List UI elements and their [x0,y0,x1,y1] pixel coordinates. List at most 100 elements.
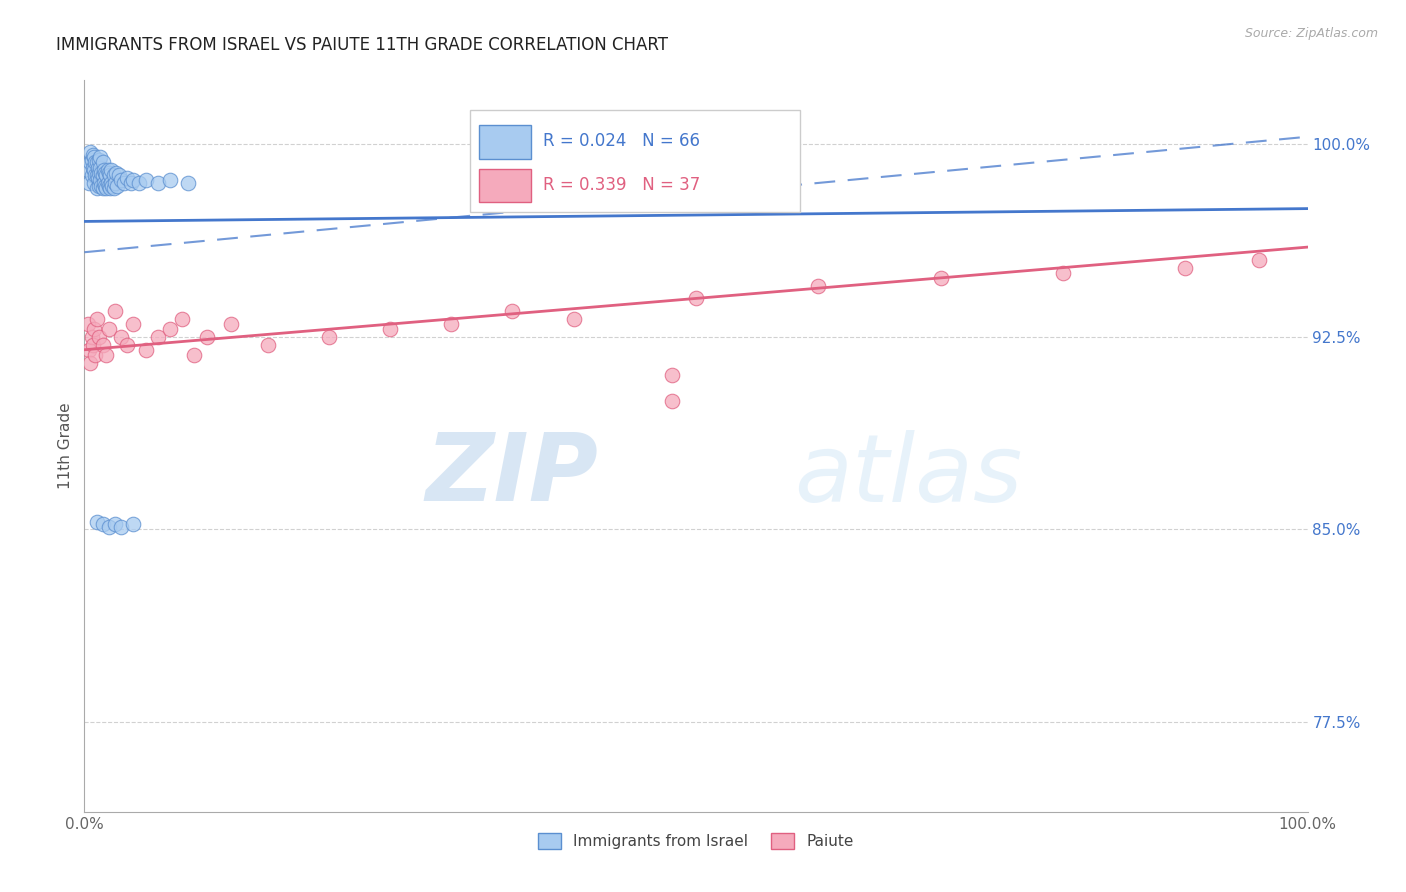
Point [104,176,127,190]
Point [97,178,120,193]
Point [105,166,128,180]
Point [128,176,150,190]
Point [112,176,135,190]
Point [86,168,108,182]
Point [91,181,114,195]
Point [135,343,157,357]
Point [159,322,181,336]
Point [110,173,132,187]
Point [80,168,103,182]
Point [318,330,340,344]
Point [183,348,205,362]
Point [115,170,138,185]
Point [89,161,111,175]
Point [79,355,101,369]
Point [79,145,101,160]
Point [929,271,952,285]
Point [685,292,707,306]
Point [122,517,145,532]
Point [77,343,100,357]
Text: R = 0.024   N = 66: R = 0.024 N = 66 [543,132,700,150]
Point [83,322,105,336]
Point [98,181,121,195]
Point [96,348,118,362]
Point [562,312,585,326]
Point [96,168,118,182]
Point [87,178,110,193]
Point [135,173,157,187]
Point [146,330,169,344]
Point [97,322,120,336]
Point [661,368,683,383]
Point [104,304,127,318]
Point [440,317,463,331]
Point [1052,266,1074,280]
Point [90,178,112,193]
Point [103,181,125,195]
Point [103,168,125,182]
Point [105,178,128,193]
Point [86,515,108,529]
Point [89,150,111,164]
FancyBboxPatch shape [479,169,531,202]
Text: IMMIGRANTS FROM ISRAEL VS PAIUTE 11TH GRADE CORRELATION CHART: IMMIGRANTS FROM ISRAEL VS PAIUTE 11TH GR… [56,36,668,54]
Text: ZIP: ZIP [425,429,598,521]
Point [89,173,111,187]
Point [98,168,121,182]
Point [104,517,127,532]
Point [87,153,110,167]
Point [257,337,280,351]
Point [77,163,100,178]
Point [83,176,105,190]
Point [86,181,108,195]
Point [146,176,169,190]
Point [77,317,100,331]
Point [120,176,142,190]
Point [90,166,112,180]
Point [77,176,100,190]
Point [97,176,120,190]
Point [97,163,120,178]
Point [97,166,120,180]
Point [122,317,145,331]
Point [97,520,120,534]
Point [87,161,110,175]
Point [87,330,110,344]
Point [91,155,114,169]
Text: atlas: atlas [794,430,1022,521]
Point [100,163,122,178]
Point [96,181,118,195]
FancyBboxPatch shape [479,125,531,159]
Point [94,166,117,180]
Point [87,166,110,180]
Point [101,178,124,193]
Point [86,155,108,169]
Point [84,155,107,169]
Point [122,173,145,187]
Point [93,176,115,190]
Point [91,337,114,351]
Point [82,147,104,161]
Point [79,155,101,169]
Point [502,304,524,318]
Point [91,517,114,532]
Point [110,520,132,534]
Point [177,176,200,190]
Point [159,173,181,187]
Point [84,168,107,182]
Point [1174,260,1197,275]
Point [1247,252,1270,267]
FancyBboxPatch shape [470,110,800,212]
Point [195,330,218,344]
Point [110,330,132,344]
Point [380,322,402,336]
Point [107,168,129,182]
Point [87,170,110,185]
Point [91,168,114,182]
Point [82,337,104,351]
Point [83,163,105,178]
Point [80,153,103,167]
Text: R = 0.339   N = 37: R = 0.339 N = 37 [543,176,700,194]
Legend: Immigrants from Israel, Paiute: Immigrants from Israel, Paiute [531,827,860,855]
Point [807,278,830,293]
